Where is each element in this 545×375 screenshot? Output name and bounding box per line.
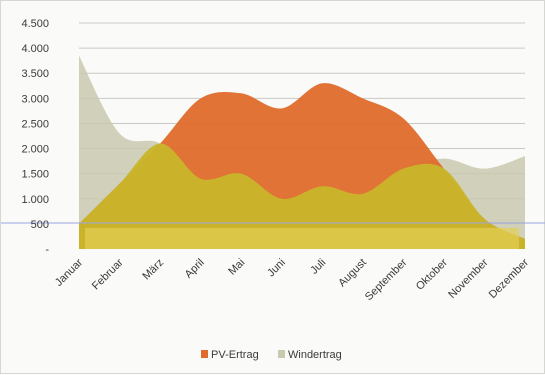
baseline-band bbox=[85, 227, 519, 249]
y-tick-label: 4.000 bbox=[21, 43, 49, 55]
x-tick-label: Dezember bbox=[487, 256, 532, 301]
x-tick-label: Januar bbox=[53, 256, 86, 289]
y-tick-label: 1.000 bbox=[21, 194, 49, 206]
y-tick-label: 1.500 bbox=[21, 169, 49, 181]
legend-swatch-pv-ertrag bbox=[201, 350, 208, 358]
x-tick-label: September bbox=[363, 256, 410, 303]
x-axis: Januar Februar März April Mai Juni Juli AugustS… bbox=[53, 256, 532, 303]
x-tick-label: Juni bbox=[265, 257, 288, 280]
y-axis: 4.500 4.000 3.500 3.000 2.500 2.000 1.500 1.000… bbox=[21, 18, 49, 256]
y-tick-label: - bbox=[45, 244, 49, 256]
x-tick-label: Juli bbox=[308, 257, 328, 277]
y-tick-label: 3.500 bbox=[21, 68, 49, 80]
x-tick-label: Oktober bbox=[414, 256, 450, 292]
x-tick-label: Februar bbox=[90, 256, 126, 292]
y-tick-label: 4.500 bbox=[21, 18, 49, 30]
x-tick-label: April bbox=[183, 257, 207, 281]
x-tick-label: August bbox=[336, 257, 369, 290]
y-tick-label: 2.500 bbox=[21, 118, 49, 130]
series-layer bbox=[79, 55, 525, 250]
y-tick-label: 2.000 bbox=[21, 144, 49, 156]
legend-label-pv-ertrag: PV-Ertrag bbox=[211, 349, 259, 361]
x-tick-label: März bbox=[140, 257, 166, 283]
legend-label-windertrag: Windertrag bbox=[288, 349, 342, 361]
legend-swatch-windertrag bbox=[278, 350, 285, 358]
legend: PV-Ertrag Windertrag bbox=[201, 349, 342, 361]
bottom-band bbox=[1, 222, 545, 249]
x-tick-label: Mai bbox=[226, 257, 247, 278]
x-tick-label: November bbox=[446, 256, 491, 301]
y-tick-label: 500 bbox=[31, 219, 49, 231]
y-tick-label: 3.000 bbox=[21, 93, 49, 105]
